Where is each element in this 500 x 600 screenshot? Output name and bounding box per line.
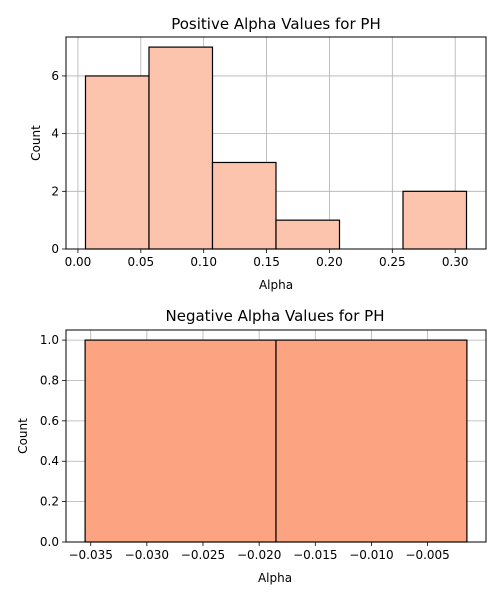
chart-positive-alpha: Positive Alpha Values for PH 0.00 0.05 0.1…	[29, 15, 487, 292]
y-tick-label: 6	[51, 69, 59, 83]
y-tick-label: 0.2	[40, 495, 59, 509]
histogram-bar	[84, 339, 277, 543]
x-tick-label: −0.015	[293, 548, 337, 562]
x-ticks: −0.035 −0.030 −0.025 −0.020 −0.015 −0.010 −0.0…	[68, 542, 450, 562]
y-tick-label: 0	[51, 242, 59, 256]
x-tick-label: 0.05	[127, 255, 154, 269]
x-tick-label: −0.005	[405, 548, 449, 562]
y-tick-label: 0.6	[40, 414, 59, 428]
x-tick-label: 0.30	[442, 255, 469, 269]
y-tick-label: 1.0	[40, 333, 59, 347]
y-tick-label: 4	[51, 127, 59, 141]
x-tick-label: −0.010	[349, 548, 393, 562]
x-ticks: 0.00 0.05 0.10 0.15 0.20 0.25 0.30	[65, 249, 469, 269]
histogram-bar	[211, 161, 277, 250]
x-tick-label: 0.25	[379, 255, 406, 269]
x-axis-label: Alpha	[258, 571, 292, 585]
bars	[84, 46, 468, 250]
y-tick-label: 0.0	[40, 535, 59, 549]
plot-frame	[65, 36, 487, 250]
y-tick-label: 0.8	[40, 373, 59, 387]
histogram-bar	[148, 46, 214, 250]
chart-title: Positive Alpha Values for PH	[171, 15, 381, 33]
y-ticks: 0.0 0.2 0.4 0.6 0.8 1.0	[40, 333, 66, 549]
x-tick-label: 0.15	[253, 255, 280, 269]
y-axis-label: Count	[29, 125, 43, 161]
y-tick-label: 2	[51, 184, 59, 198]
plot-frame	[65, 329, 487, 543]
bars	[84, 339, 468, 543]
chart-title: Negative Alpha Values for PH	[166, 307, 385, 325]
x-tick-label: 0.20	[316, 255, 343, 269]
x-tick-label: −0.035	[68, 548, 112, 562]
x-tick-label: 0.10	[190, 255, 217, 269]
x-axis-label: Alpha	[259, 278, 293, 292]
y-ticks: 0 2 4 6	[51, 69, 66, 256]
chart-negative-alpha: Negative Alpha Values for PH −0.035 −0.03…	[16, 307, 487, 585]
x-tick-label: 0.00	[65, 255, 92, 269]
histogram-bar	[402, 190, 468, 250]
x-tick-label: −0.030	[125, 548, 169, 562]
y-axis-label: Count	[16, 418, 30, 454]
x-tick-label: −0.020	[237, 548, 281, 562]
y-tick-label: 0.4	[40, 454, 59, 468]
histogram-bar	[275, 339, 468, 543]
x-tick-label: −0.025	[181, 548, 225, 562]
histogram-bar	[84, 75, 150, 250]
histogram-bar	[275, 219, 341, 250]
